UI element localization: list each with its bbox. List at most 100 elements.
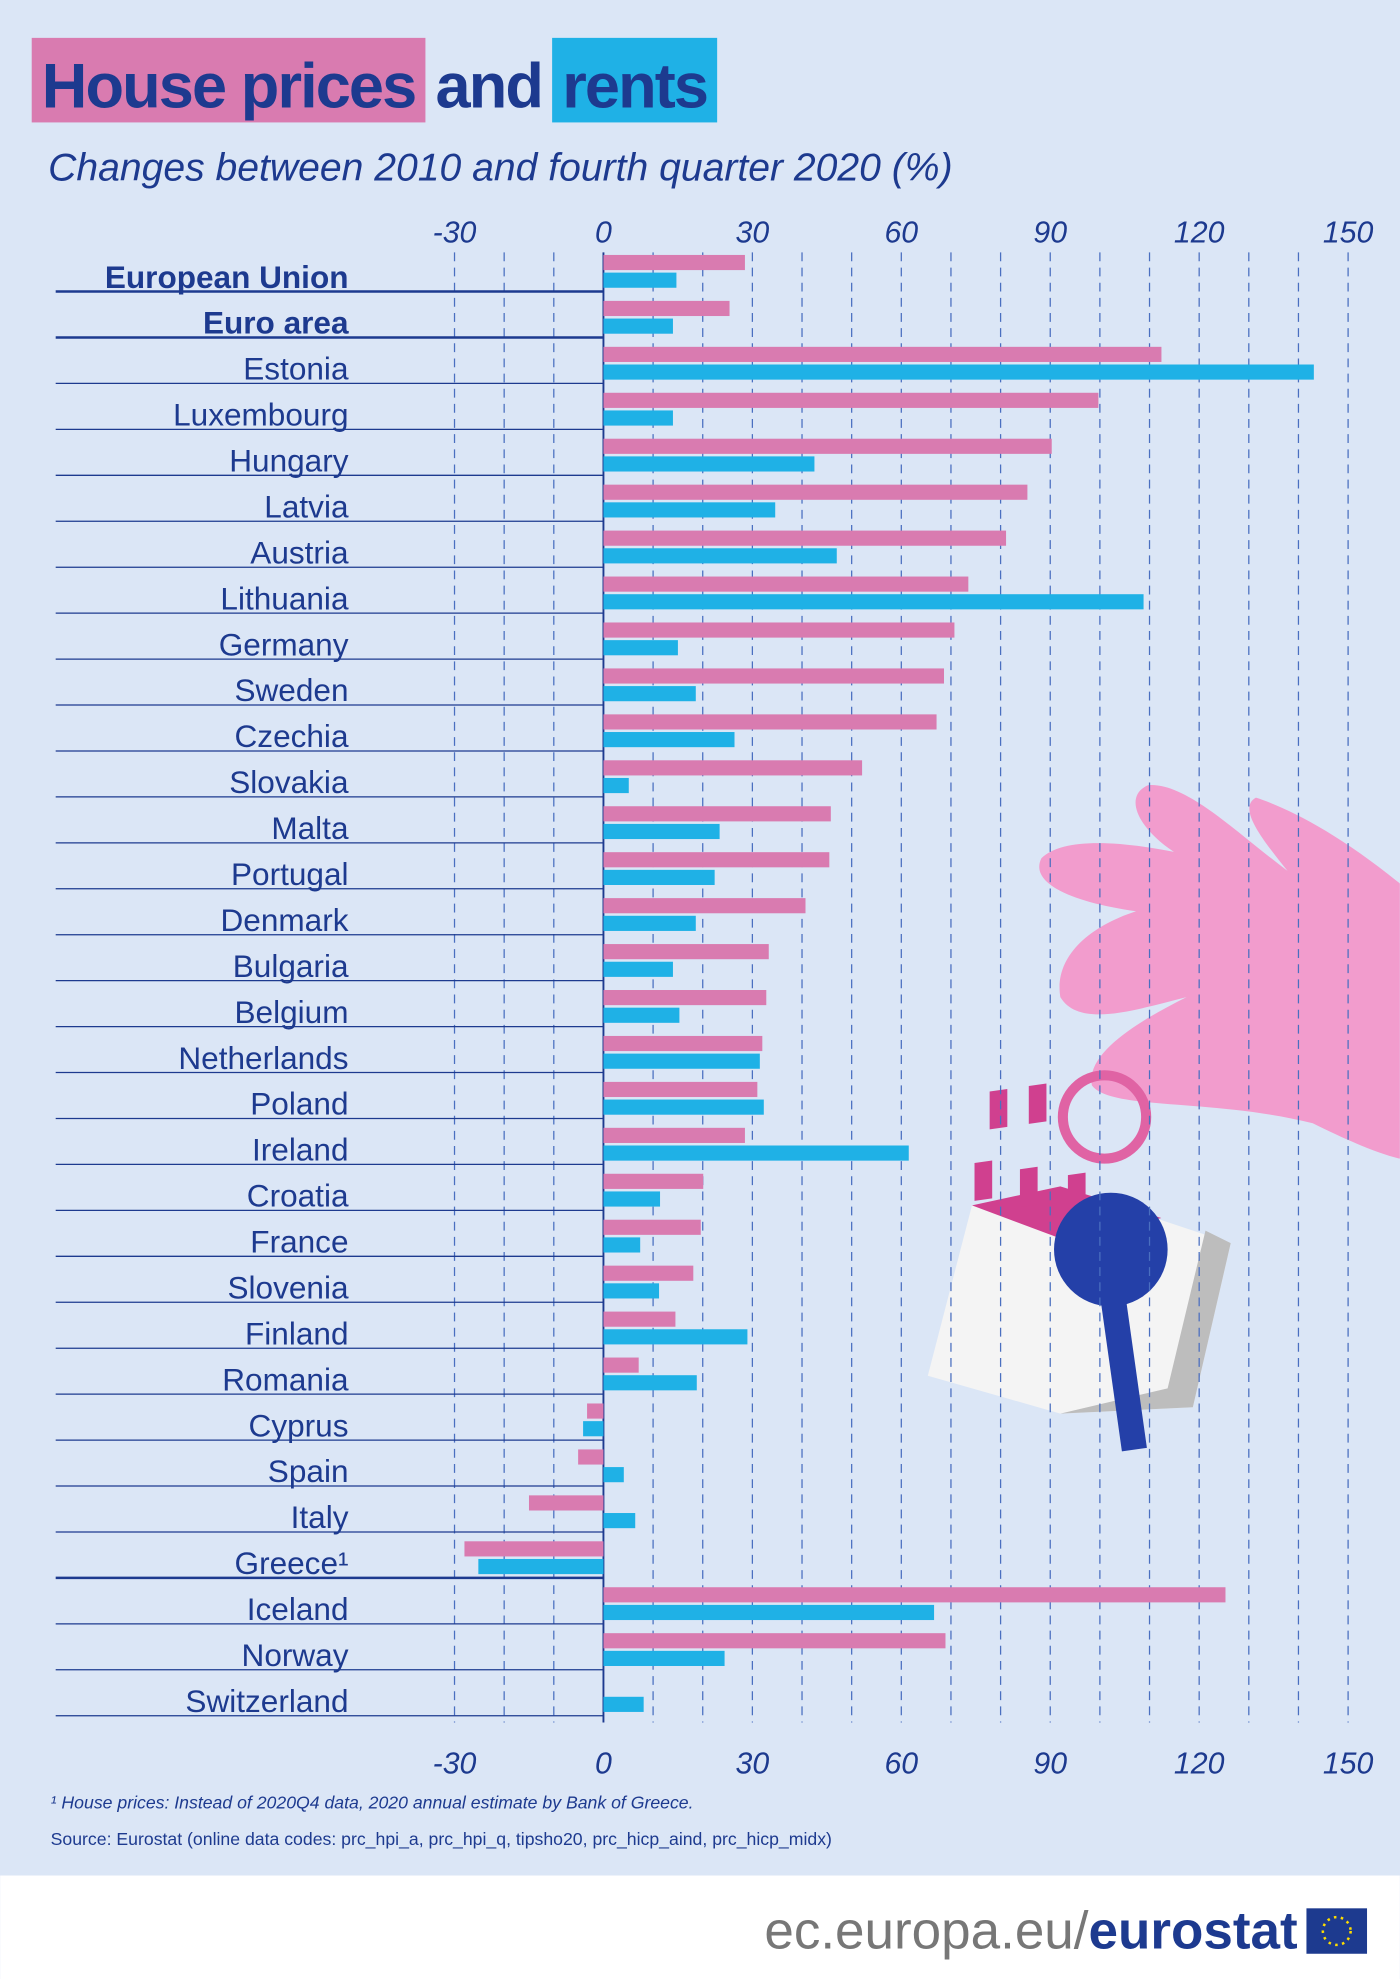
category-label: Hungary [229, 443, 348, 479]
bar [603, 1099, 764, 1115]
category-label: Luxembourg [173, 397, 348, 433]
illustration [927, 784, 1400, 1452]
x-tick-label: 0 [595, 216, 612, 249]
x-tick-label: 90 [1033, 1747, 1067, 1780]
bar [603, 622, 955, 638]
category-label: Poland [250, 1086, 348, 1122]
bar [603, 1173, 704, 1189]
bar [578, 1449, 604, 1465]
bar [603, 1191, 661, 1207]
bar [603, 1081, 758, 1098]
brand-name: eurostat [1089, 1902, 1298, 1961]
brand-domain: ec.europa.eu/ [764, 1902, 1088, 1961]
category-label: Cyprus [249, 1407, 349, 1443]
bar [603, 732, 735, 748]
title-highlight [31, 37, 426, 123]
bar [603, 1467, 624, 1483]
category-label: Bulgaria [233, 948, 349, 984]
bar [603, 990, 767, 1006]
category-label: Belgium [235, 994, 349, 1030]
category-label: Latvia [264, 488, 349, 524]
x-tick-label: 0 [595, 1747, 612, 1780]
bar [603, 1587, 1226, 1603]
bar [603, 806, 831, 822]
bar [587, 1403, 604, 1419]
title: House prices and rents [31, 37, 718, 123]
x-tick-label: 150 [1323, 216, 1374, 249]
x-tick-label: 30 [736, 1747, 770, 1780]
x-tick-label: 30 [736, 216, 770, 249]
bar [603, 548, 837, 564]
bar [603, 852, 830, 868]
bar [603, 898, 806, 914]
category-label: Slovakia [229, 764, 349, 800]
category-label: Norway [242, 1637, 349, 1673]
footer-band [0, 1875, 1400, 1979]
bar [603, 364, 1314, 380]
bar [603, 777, 629, 794]
category-label: Netherlands [178, 1040, 348, 1076]
category-label: Iceland [247, 1591, 349, 1627]
bar [603, 1513, 636, 1529]
bar [603, 410, 673, 426]
bar [603, 318, 673, 334]
category-label: Portugal [231, 856, 348, 892]
bar [603, 438, 1052, 454]
category-label: Switzerland [185, 1683, 348, 1719]
bar [603, 1007, 680, 1023]
bar [603, 1357, 639, 1373]
category-label: Croatia [247, 1178, 349, 1214]
bar [603, 300, 730, 317]
x-tick-label: 150 [1323, 1747, 1374, 1780]
category-label: Malta [271, 810, 349, 846]
bar [603, 961, 673, 977]
title-part: and [436, 51, 543, 121]
subtitle: Changes between 2010 and fourth quarter … [48, 146, 952, 189]
bar [603, 668, 945, 684]
bar [528, 1495, 604, 1511]
x-tick-label: 120 [1174, 1747, 1225, 1780]
bar [603, 944, 769, 960]
x-tick-label: 120 [1174, 216, 1225, 249]
bar [603, 1053, 760, 1069]
title-part: House prices [42, 51, 416, 121]
bar [603, 502, 776, 518]
category-label: Germany [219, 626, 349, 662]
category-label: Slovenia [227, 1269, 348, 1305]
bar [603, 1650, 725, 1666]
footnote: ¹ House prices: Instead of 2020Q4 data, … [51, 1793, 694, 1813]
category-label: Czechia [235, 718, 349, 754]
x-tick-label: 60 [884, 216, 918, 249]
category-label: Estonia [243, 351, 349, 387]
eu-flag [1306, 1908, 1368, 1954]
category-label: Euro area [203, 305, 349, 341]
bar [603, 714, 937, 730]
category-label: Italy [291, 1499, 349, 1535]
bar [603, 456, 815, 472]
category-label: Lithuania [220, 580, 349, 616]
bar [603, 1604, 935, 1621]
x-tick-label: 60 [884, 1747, 918, 1780]
bar [603, 272, 677, 288]
category-label: Ireland [252, 1132, 348, 1168]
category-label: Austria [250, 534, 349, 570]
bar [603, 1265, 694, 1281]
bar [464, 1541, 604, 1557]
bar [478, 1558, 604, 1575]
bar [603, 760, 863, 776]
title-highlight [552, 37, 718, 123]
category-label: Sweden [234, 672, 348, 708]
bar [603, 869, 715, 885]
bar [603, 1219, 701, 1235]
category-label: Greece¹ [235, 1545, 349, 1581]
bar [603, 1283, 660, 1299]
bar [603, 1329, 748, 1345]
bar [603, 1633, 946, 1649]
x-tick-label: -30 [433, 216, 477, 249]
bar [603, 686, 696, 702]
source: Source: Eurostat (online data codes: prc… [51, 1829, 832, 1850]
bar [603, 1127, 745, 1143]
x-tick-label: -30 [433, 1747, 477, 1780]
bar [603, 1145, 909, 1161]
